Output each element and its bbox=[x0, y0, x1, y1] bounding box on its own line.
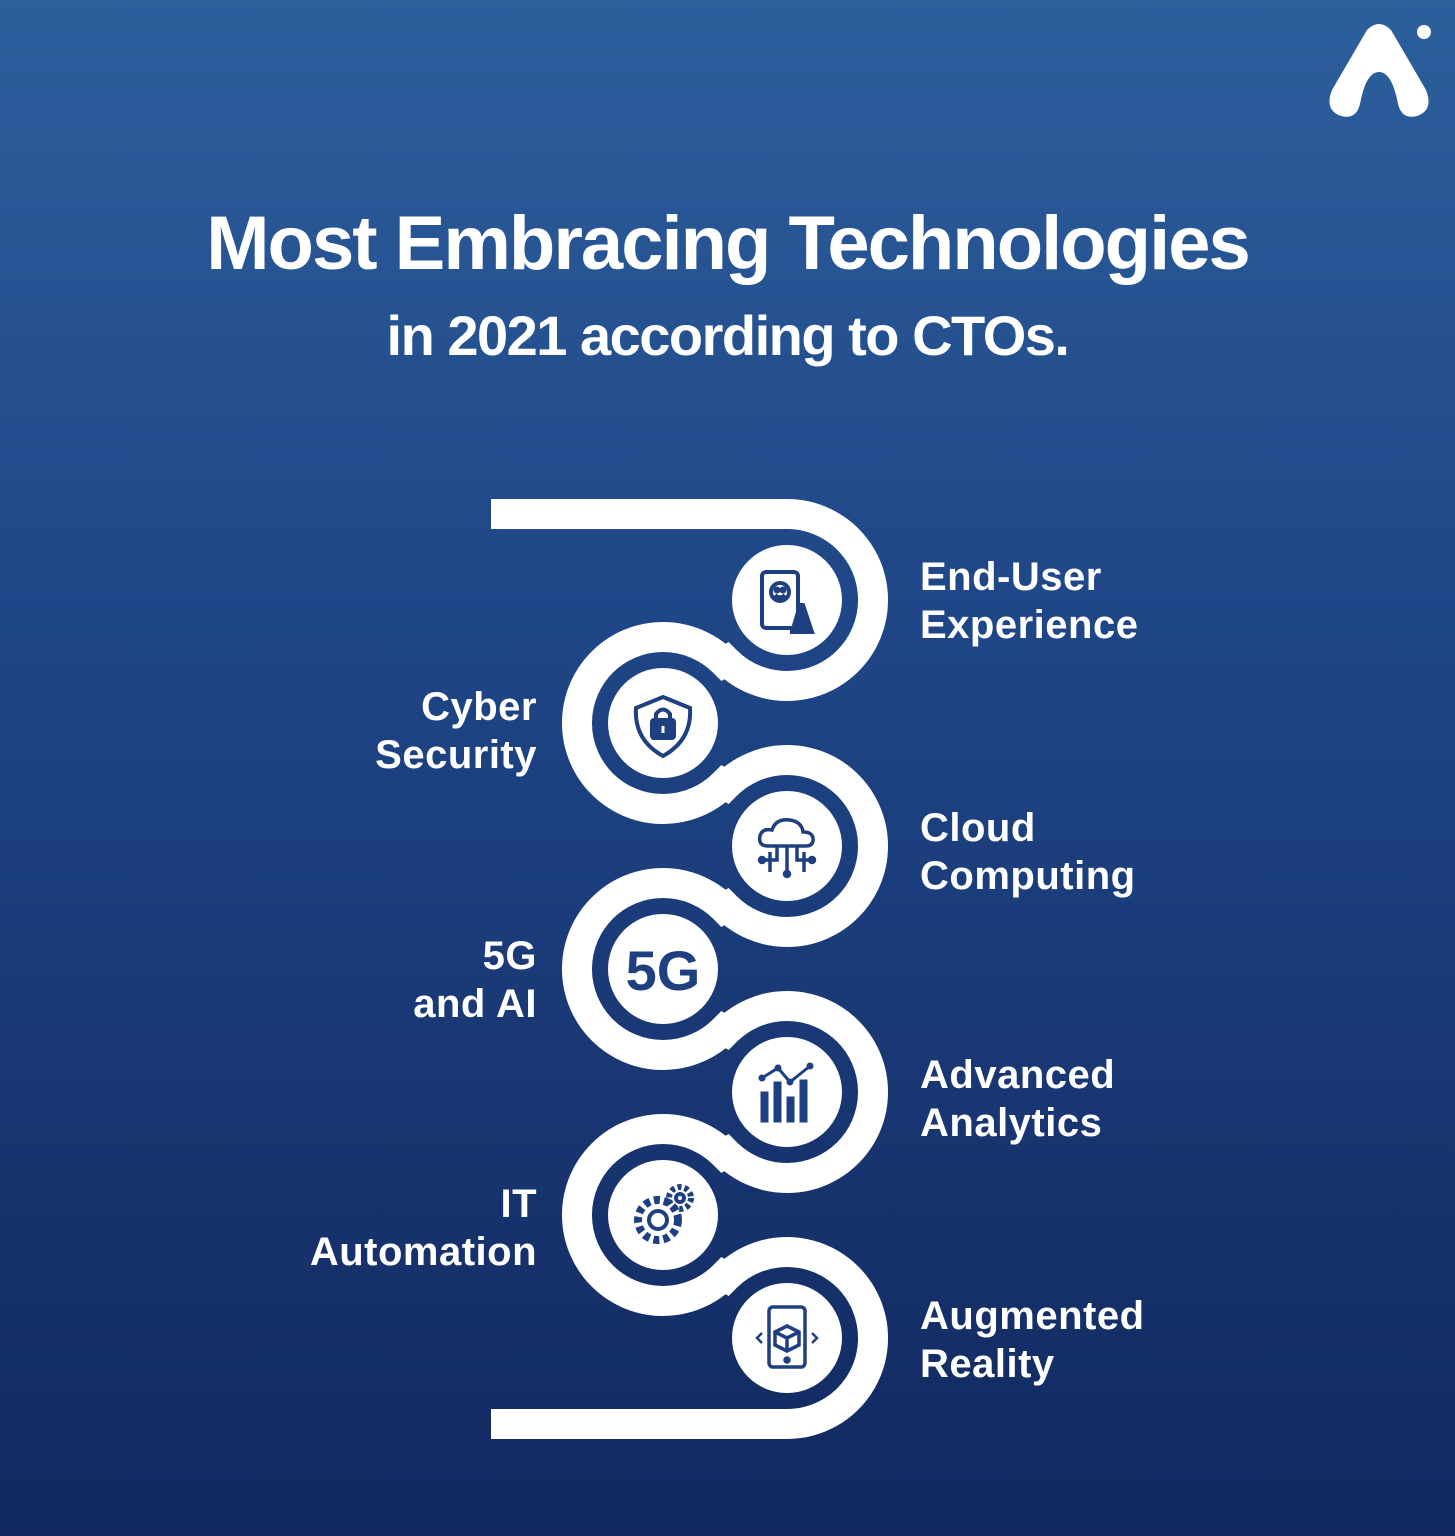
label-end-user-experience: End-User Experience bbox=[920, 553, 1138, 649]
label-advanced-analytics: Advanced Analytics bbox=[920, 1051, 1115, 1147]
label-line: IT bbox=[500, 1182, 537, 1226]
label-line: Cloud bbox=[920, 806, 1036, 850]
label-it-automation: IT Automation bbox=[310, 1180, 537, 1276]
label-cloud-computing: Cloud Computing bbox=[920, 804, 1136, 900]
label-line: Computing bbox=[920, 854, 1136, 898]
shield-lock-icon bbox=[633, 694, 693, 759]
label-5g-and-ai: 5G and AI bbox=[413, 932, 537, 1028]
gears-icon bbox=[634, 1184, 694, 1244]
ar-phone-icon bbox=[755, 1305, 819, 1369]
label-line: Cyber bbox=[421, 685, 537, 729]
brand-logo bbox=[1322, 20, 1437, 125]
label-augmented-reality: Augmented Reality bbox=[920, 1292, 1145, 1388]
cloud-network-icon bbox=[757, 817, 817, 879]
5g-icon: 5G bbox=[626, 939, 701, 1002]
winding-path bbox=[491, 499, 888, 1439]
brand-a-logo-icon bbox=[1329, 24, 1431, 117]
page-title: Most Embracing Technologies bbox=[206, 201, 1251, 286]
label-line: Augmented bbox=[920, 1294, 1145, 1338]
bar-chart-icon bbox=[758, 1062, 814, 1123]
label-line: End-User bbox=[920, 555, 1102, 599]
phone-smiley-icon bbox=[760, 570, 815, 634]
label-line: and AI bbox=[413, 982, 537, 1026]
label-line: Reality bbox=[920, 1342, 1055, 1386]
label-line: Security bbox=[375, 733, 537, 777]
node-circle bbox=[732, 1037, 842, 1147]
page-subtitle: in 2021 according to CTOs. bbox=[386, 304, 1070, 367]
label-cyber-security: Cyber Security bbox=[375, 683, 537, 779]
label-line: Analytics bbox=[920, 1101, 1103, 1145]
label-line: Experience bbox=[920, 603, 1139, 647]
node-circle bbox=[608, 914, 718, 1024]
label-line: Automation bbox=[309, 1230, 537, 1274]
label-line: Advanced bbox=[920, 1053, 1116, 1097]
label-line: 5G bbox=[482, 934, 537, 978]
